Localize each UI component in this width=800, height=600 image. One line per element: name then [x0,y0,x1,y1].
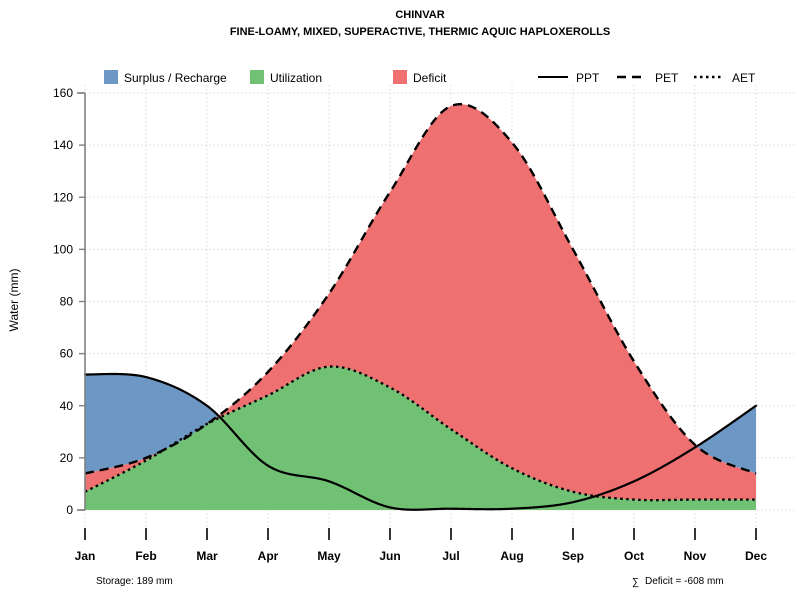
legend-label-pet: PET [655,71,679,85]
legend-item-aet[interactable]: AET [694,71,756,85]
legend-item-pet[interactable]: PET [617,71,679,85]
x-tick-label-apr: Apr [258,549,279,563]
x-tick-label-feb: Feb [135,549,156,563]
legend-label-surplus: Surplus / Recharge [124,71,227,85]
x-tick-label-jun: Jun [379,549,400,563]
utilization-area [85,366,756,510]
y-tick-label: 120 [53,190,73,204]
legend-swatch-surplus [104,70,118,84]
legend-swatch-utilization [250,70,264,84]
x-tick-label-oct: Oct [624,549,644,563]
y-tick-label: 20 [60,451,74,465]
deficit-area [85,104,756,501]
legend-swatch-deficit [393,70,407,84]
aet-curve [84,365,757,502]
x-axis-ticks: Jan Feb Mar Apr May Jun Jul Aug Sep Oct Nov Dec [75,528,767,563]
x-tick-label-dec: Dec [745,549,767,563]
y-tick-label: 140 [53,138,73,152]
y-tick-label: 60 [60,347,74,361]
storage-annotation: Storage: 189 mm [96,576,173,587]
y-tick-label: 160 [53,86,73,100]
x-tick-label-may: May [317,549,341,563]
y-tick-label: 80 [60,295,74,309]
legend-item-deficit[interactable]: Deficit [393,70,447,85]
sum-symbol: ∑ [632,577,639,588]
surplus-area [85,104,756,474]
chart-legend: Surplus / Recharge Utilization Deficit P… [104,70,756,85]
curve-lines [83,102,758,511]
x-tick-label-jul: Jul [442,549,459,563]
legend-label-ppt: PPT [576,71,600,85]
ppt-curve [83,372,758,511]
x-tick-label-mar: Mar [196,549,218,563]
chart-title: CHINVAR [395,9,444,21]
y-tick-label: 0 [66,503,73,517]
legend-item-surplus[interactable]: Surplus / Recharge [104,70,227,85]
legend-item-ppt[interactable]: PPT [538,71,600,85]
x-tick-label-sep: Sep [562,549,584,563]
y-axis-ticks: 0 20 40 60 80 100 120 140 160 [53,86,85,517]
x-tick-label-jan: Jan [75,549,96,563]
y-tick-label: 100 [53,242,73,256]
legend-label-deficit: Deficit [413,71,447,85]
legend-item-utilization[interactable]: Utilization [250,70,322,85]
x-tick-label-aug: Aug [500,549,523,563]
area-fills [85,104,756,510]
deficit-annotation: ∑ Deficit = -608 mm [632,576,724,588]
y-axis-title: Water (mm) [7,269,21,332]
legend-label-aet: AET [732,71,756,85]
chart-subtitle: FINE-LOAMY, MIXED, SUPERACTIVE, THERMIC … [230,26,610,38]
deficit-value: Deficit = -608 mm [645,576,724,587]
x-tick-label-nov: Nov [684,549,707,563]
legend-label-utilization: Utilization [270,71,322,85]
y-tick-label: 40 [60,399,74,413]
